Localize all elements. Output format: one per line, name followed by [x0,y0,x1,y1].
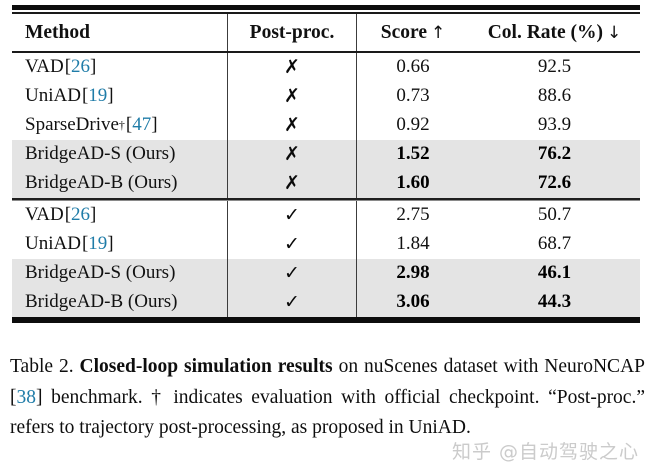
method-name: SparseDrive [25,114,119,135]
table-header-row: Method Post-proc. Score ↑ Col. Rate (%) ↓ [12,14,640,51]
col-rate-value: 44.3 [537,291,572,312]
method-cell: VAD [26] [12,200,228,230]
postproc-check-mark: ✓ [228,200,357,230]
method-name: BridgeAD-B (Ours) [25,291,178,312]
method-name: VAD [25,204,64,225]
section-divider-rule [12,197,640,201]
col-rate-value: 50.7 [537,204,572,225]
postproc-check-mark: ✓ [228,287,357,317]
table-row: UniAD [19] ✗ 0.73 88.6 [12,81,640,111]
citation-link[interactable]: 19 [88,233,108,254]
postproc-cross-mark: ✗ [228,81,357,111]
method-name: UniAD [25,233,81,254]
postproc-cross-mark: ✗ [228,52,357,82]
table-row: VAD [26] ✗ 0.66 92.5 [12,52,640,82]
method-name: BridgeAD-S (Ours) [25,262,176,283]
col-rate-value: 88.6 [537,85,572,106]
header-method: Method [12,14,228,51]
method-cell: UniAD [19] [12,229,228,259]
col-rate-value: 72.6 [537,172,572,193]
down-arrow-icon: ↓ [607,22,622,43]
col-rate-value: 76.2 [537,143,572,164]
postproc-check-mark: ✓ [228,258,357,288]
score-value: 1.84 [396,233,430,254]
method-cell: UniAD [19] [12,81,228,111]
citation-link[interactable]: 26 [71,56,91,77]
col-rate-value: 46.1 [537,262,572,283]
results-table: Method Post-proc. Score ↑ Col. Rate (%) ↓ … [12,5,640,323]
postproc-check-mark: ✓ [228,229,357,259]
method-cell: BridgeAD-B (Ours) [12,168,228,198]
table-row-highlighted: BridgeAD-B (Ours) ✗ 1.60 72.6 [12,168,640,198]
citation-link[interactable]: 19 [88,85,108,106]
col-rate-value: 68.7 [537,233,572,254]
caption-title: Closed-loop simulation results [79,356,333,377]
table-row: VAD [26] ✓ 2.75 50.7 [12,200,640,230]
score-value: 0.66 [396,56,430,77]
method-name: VAD [25,56,64,77]
method-cell: BridgeAD-B (Ours) [12,287,228,317]
up-arrow-icon: ↑ [430,22,446,43]
score-value: 0.92 [396,114,430,135]
score-value: 0.73 [396,85,430,106]
method-cell: VAD [26] [12,52,228,82]
method-cell: BridgeAD-S (Ours) [12,139,228,169]
header-underline [12,51,640,53]
score-value: 1.52 [396,143,430,164]
col-rate-value: 92.5 [537,56,572,77]
zhihu-watermark: 知乎 @自动驾驶之心 [452,441,640,463]
score-value: 2.75 [396,204,430,225]
table-top-rule-thin [12,12,640,14]
score-value: 2.98 [396,262,430,283]
score-value: 1.60 [396,172,430,193]
method-cell: BridgeAD-S (Ours) [12,258,228,288]
method-cell: SparseDrive † [47] [12,110,228,140]
table-row-highlighted: BridgeAD-S (Ours) ✓ 2.98 46.1 [12,258,640,288]
postproc-cross-mark: ✗ [228,168,357,198]
header-col-rate: Col. Rate (%) ↓ [487,21,622,43]
table-top-rule-thick [12,5,640,10]
citation-link[interactable]: 26 [71,204,91,225]
postproc-cross-mark: ✗ [228,139,357,169]
table-row: SparseDrive † [47] ✗ 0.92 93.9 [12,110,640,140]
table-bottom-rule [12,316,640,323]
citation-link[interactable]: 38 [16,386,37,408]
col-rate-value: 93.9 [537,114,572,135]
method-name: UniAD [25,85,81,106]
header-score: Score ↑ [380,21,446,43]
table-caption: Table 2. Closed-loop simulation results … [10,356,645,438]
method-name: BridgeAD-S (Ours) [25,143,176,164]
table-row-highlighted: BridgeAD-B (Ours) ✓ 3.06 44.3 [12,287,640,317]
caption-label: Table 2. [10,356,80,377]
citation-link[interactable]: 47 [132,114,152,135]
table-row: UniAD [19] ✓ 1.84 68.7 [12,229,640,259]
postproc-cross-mark: ✗ [228,110,357,140]
header-postproc: Post-proc. [228,14,357,51]
score-value: 3.06 [396,291,430,312]
method-name: BridgeAD-B (Ours) [25,172,178,193]
table-row-highlighted: BridgeAD-S (Ours) ✗ 1.52 76.2 [12,139,640,169]
